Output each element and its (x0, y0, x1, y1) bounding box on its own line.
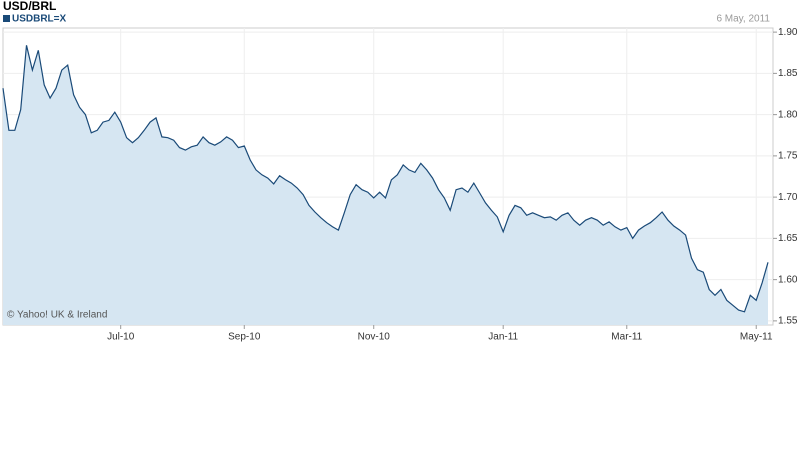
x-tick-label: Jul-10 (107, 332, 135, 343)
date-label: 6 May, 2011 (716, 14, 770, 25)
x-tick-label: Sep-10 (228, 332, 261, 343)
y-tick-label: 1.60 (778, 274, 798, 285)
legend-label: USDBRL=X (12, 14, 67, 25)
y-tick-label: 1.75 (778, 151, 798, 162)
x-tick-label: May-11 (740, 332, 773, 343)
y-tick-label: 1.65 (778, 233, 798, 244)
x-tick-label: Mar-11 (611, 332, 642, 343)
x-tick-label: Jan-11 (488, 332, 518, 343)
y-tick-label: 1.80 (778, 109, 798, 120)
y-tick-label: 1.90 (778, 27, 798, 38)
source-note: © Yahoo! UK & Ireland (7, 310, 107, 321)
y-tick-label: 1.55 (778, 316, 798, 327)
y-tick-label: 1.85 (778, 68, 798, 79)
legend-swatch (3, 15, 10, 22)
line (2, 45, 769, 313)
y-tick-label: 1.70 (778, 192, 798, 203)
area (3, 45, 768, 326)
x-tick-label: Nov-10 (358, 332, 391, 343)
chart-title: USD/BRL (3, 0, 56, 13)
